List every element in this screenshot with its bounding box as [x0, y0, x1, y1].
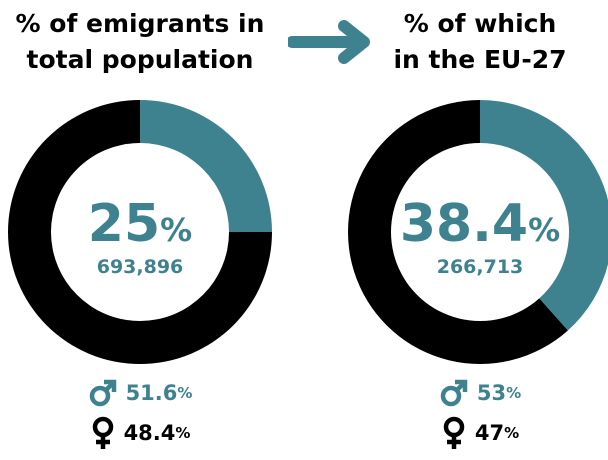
center-value: 38.4 [399, 194, 529, 254]
male-share: 53% [340, 378, 608, 408]
female-symbol-icon [92, 416, 113, 449]
male-symbol-icon [89, 379, 116, 407]
female-unit: % [175, 424, 191, 442]
male-unit: % [177, 384, 193, 402]
male-share: 51.6% [0, 378, 280, 408]
female-share: 48.4% [0, 416, 280, 450]
panel-emigrants-total: % of emigrants in total population 25% 6… [0, 0, 280, 460]
male-value: 51.6 [125, 381, 178, 405]
center-unit: % [160, 211, 193, 249]
chart-title-line-1: % of emigrants in [15, 9, 265, 38]
female-value: 47 [474, 421, 505, 445]
donut-slice-rest [348, 100, 568, 364]
male-value: 53 [476, 381, 507, 405]
female-unit: % [504, 424, 520, 442]
center-percentage: 38.4% [340, 196, 608, 264]
female-value: 48.4 [123, 421, 176, 445]
right-arrow-icon [288, 20, 370, 64]
female-symbol-icon [443, 416, 465, 449]
center-value: 25 [87, 194, 161, 254]
donut-slice-emigrants [140, 100, 272, 232]
center-unit: % [528, 211, 561, 249]
center-count: 693,896 [96, 256, 184, 278]
center-count: 266,713 [436, 256, 524, 278]
chart-title-line-1: % of which [403, 9, 557, 38]
panel-emigrants-eu27: % of which in the EU-27 38.4% 266,713 53… [340, 0, 608, 460]
chart-title-line-2: total population [26, 45, 254, 74]
donut-chart [8, 100, 272, 364]
donut-chart [348, 100, 608, 364]
female-share: 47% [340, 416, 608, 450]
chart-title: % of emigrants in total population [0, 6, 280, 78]
center-percentage: 25% [0, 196, 280, 264]
chart-title: % of which in the EU-27 [340, 6, 608, 78]
donut-slice-rest [8, 100, 272, 364]
male-symbol-icon [440, 379, 468, 407]
chart-title-line-2: in the EU-27 [393, 45, 567, 74]
donut-slice-in-the-eu-27 [480, 100, 608, 331]
male-unit: % [506, 384, 522, 402]
